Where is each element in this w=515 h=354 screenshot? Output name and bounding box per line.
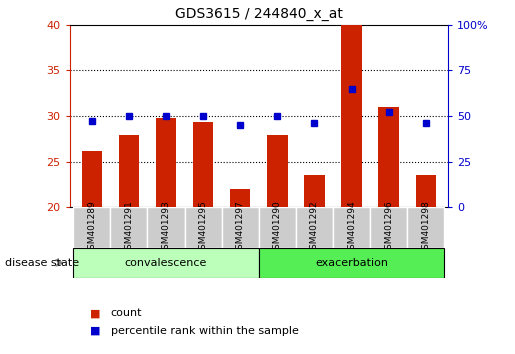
Text: ■: ■ <box>90 308 100 318</box>
FancyBboxPatch shape <box>73 248 259 278</box>
FancyBboxPatch shape <box>73 207 110 248</box>
FancyBboxPatch shape <box>221 207 259 248</box>
FancyBboxPatch shape <box>296 207 333 248</box>
FancyBboxPatch shape <box>333 207 370 248</box>
Bar <box>118 135 139 207</box>
Text: exacerbation: exacerbation <box>315 258 388 268</box>
Bar <box>341 25 362 207</box>
Bar <box>304 175 324 207</box>
Bar <box>416 175 436 207</box>
Text: GSM401293: GSM401293 <box>162 200 170 255</box>
Bar <box>156 118 176 207</box>
Text: GSM401298: GSM401298 <box>421 200 431 255</box>
Text: count: count <box>111 308 142 318</box>
Text: GSM401292: GSM401292 <box>310 200 319 255</box>
FancyBboxPatch shape <box>407 207 444 248</box>
Text: ■: ■ <box>90 326 100 336</box>
FancyBboxPatch shape <box>110 207 147 248</box>
Text: GSM401295: GSM401295 <box>199 200 208 255</box>
Bar <box>81 152 102 207</box>
Text: disease state: disease state <box>5 258 79 268</box>
FancyBboxPatch shape <box>259 207 296 248</box>
Title: GDS3615 / 244840_x_at: GDS3615 / 244840_x_at <box>175 7 342 21</box>
FancyBboxPatch shape <box>147 207 184 248</box>
Text: GSM401291: GSM401291 <box>125 200 133 255</box>
Text: convalescence: convalescence <box>125 258 207 268</box>
Text: GSM401290: GSM401290 <box>273 200 282 255</box>
Text: GSM401289: GSM401289 <box>87 200 96 255</box>
Bar <box>267 135 287 207</box>
Bar <box>193 122 213 207</box>
Text: GSM401296: GSM401296 <box>384 200 393 255</box>
Text: GSM401294: GSM401294 <box>347 200 356 255</box>
FancyBboxPatch shape <box>370 207 407 248</box>
Text: GSM401297: GSM401297 <box>236 200 245 255</box>
FancyBboxPatch shape <box>259 248 444 278</box>
FancyBboxPatch shape <box>184 207 221 248</box>
Bar <box>230 189 250 207</box>
Text: percentile rank within the sample: percentile rank within the sample <box>111 326 299 336</box>
Bar <box>379 107 399 207</box>
